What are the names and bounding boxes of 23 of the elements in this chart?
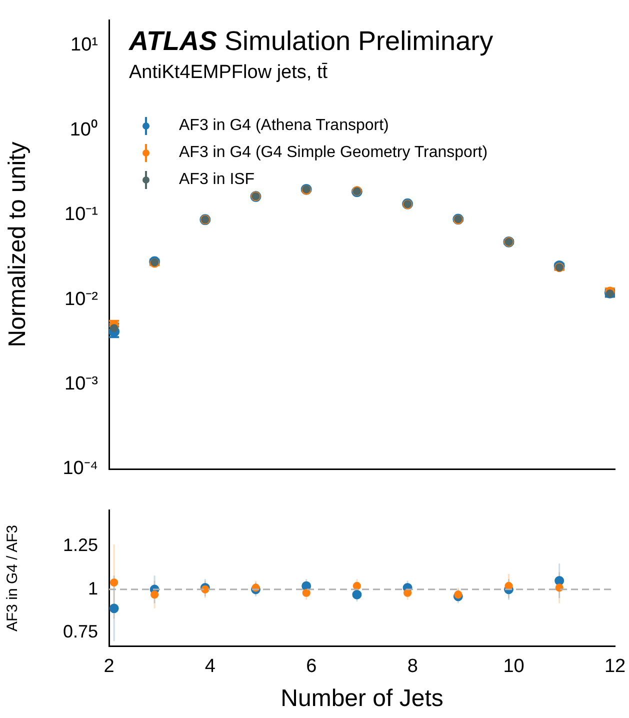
x-tick-label: 6 (306, 656, 317, 678)
y-tick-label: 10¹ (70, 34, 98, 56)
chart-title: ATLAS Simulation Preliminary (128, 26, 494, 56)
y-tick-label: 10⁻³ (64, 374, 98, 395)
x-tick-label: 12 (604, 656, 626, 678)
legend-label: AF3 in G4 (Athena Transport) (179, 116, 389, 136)
text: AntiKt4EMPFlow jets, tt̄ (129, 62, 328, 83)
y-axis-title: AF3 in G4 / AF3 (4, 524, 22, 632)
y-axis-title: Normalized to unity (4, 142, 32, 348)
y-tick-label: 1 (88, 578, 98, 598)
y-tick-label: 10⁰ (70, 118, 98, 140)
x-tick-label: 10 (503, 656, 524, 678)
y-tick-label: 10⁻⁴ (62, 458, 98, 480)
y-tick-label: 10⁻² (64, 288, 98, 310)
y-tick-label: 0.75 (62, 622, 98, 642)
x-tick-label: 4 (204, 656, 216, 678)
x-tick-label: 8 (407, 656, 418, 678)
legend-label: AF3 in ISF (179, 170, 255, 190)
y-tick-label: 1.25 (62, 535, 98, 556)
y-tick-label: 10⁻¹ (64, 204, 98, 226)
legend-label: AF3 in G4 (G4 Simple Geometry Transport) (179, 143, 488, 163)
x-tick-label: 2 (104, 656, 114, 678)
x-axis-title: Number of Jets (280, 685, 444, 712)
